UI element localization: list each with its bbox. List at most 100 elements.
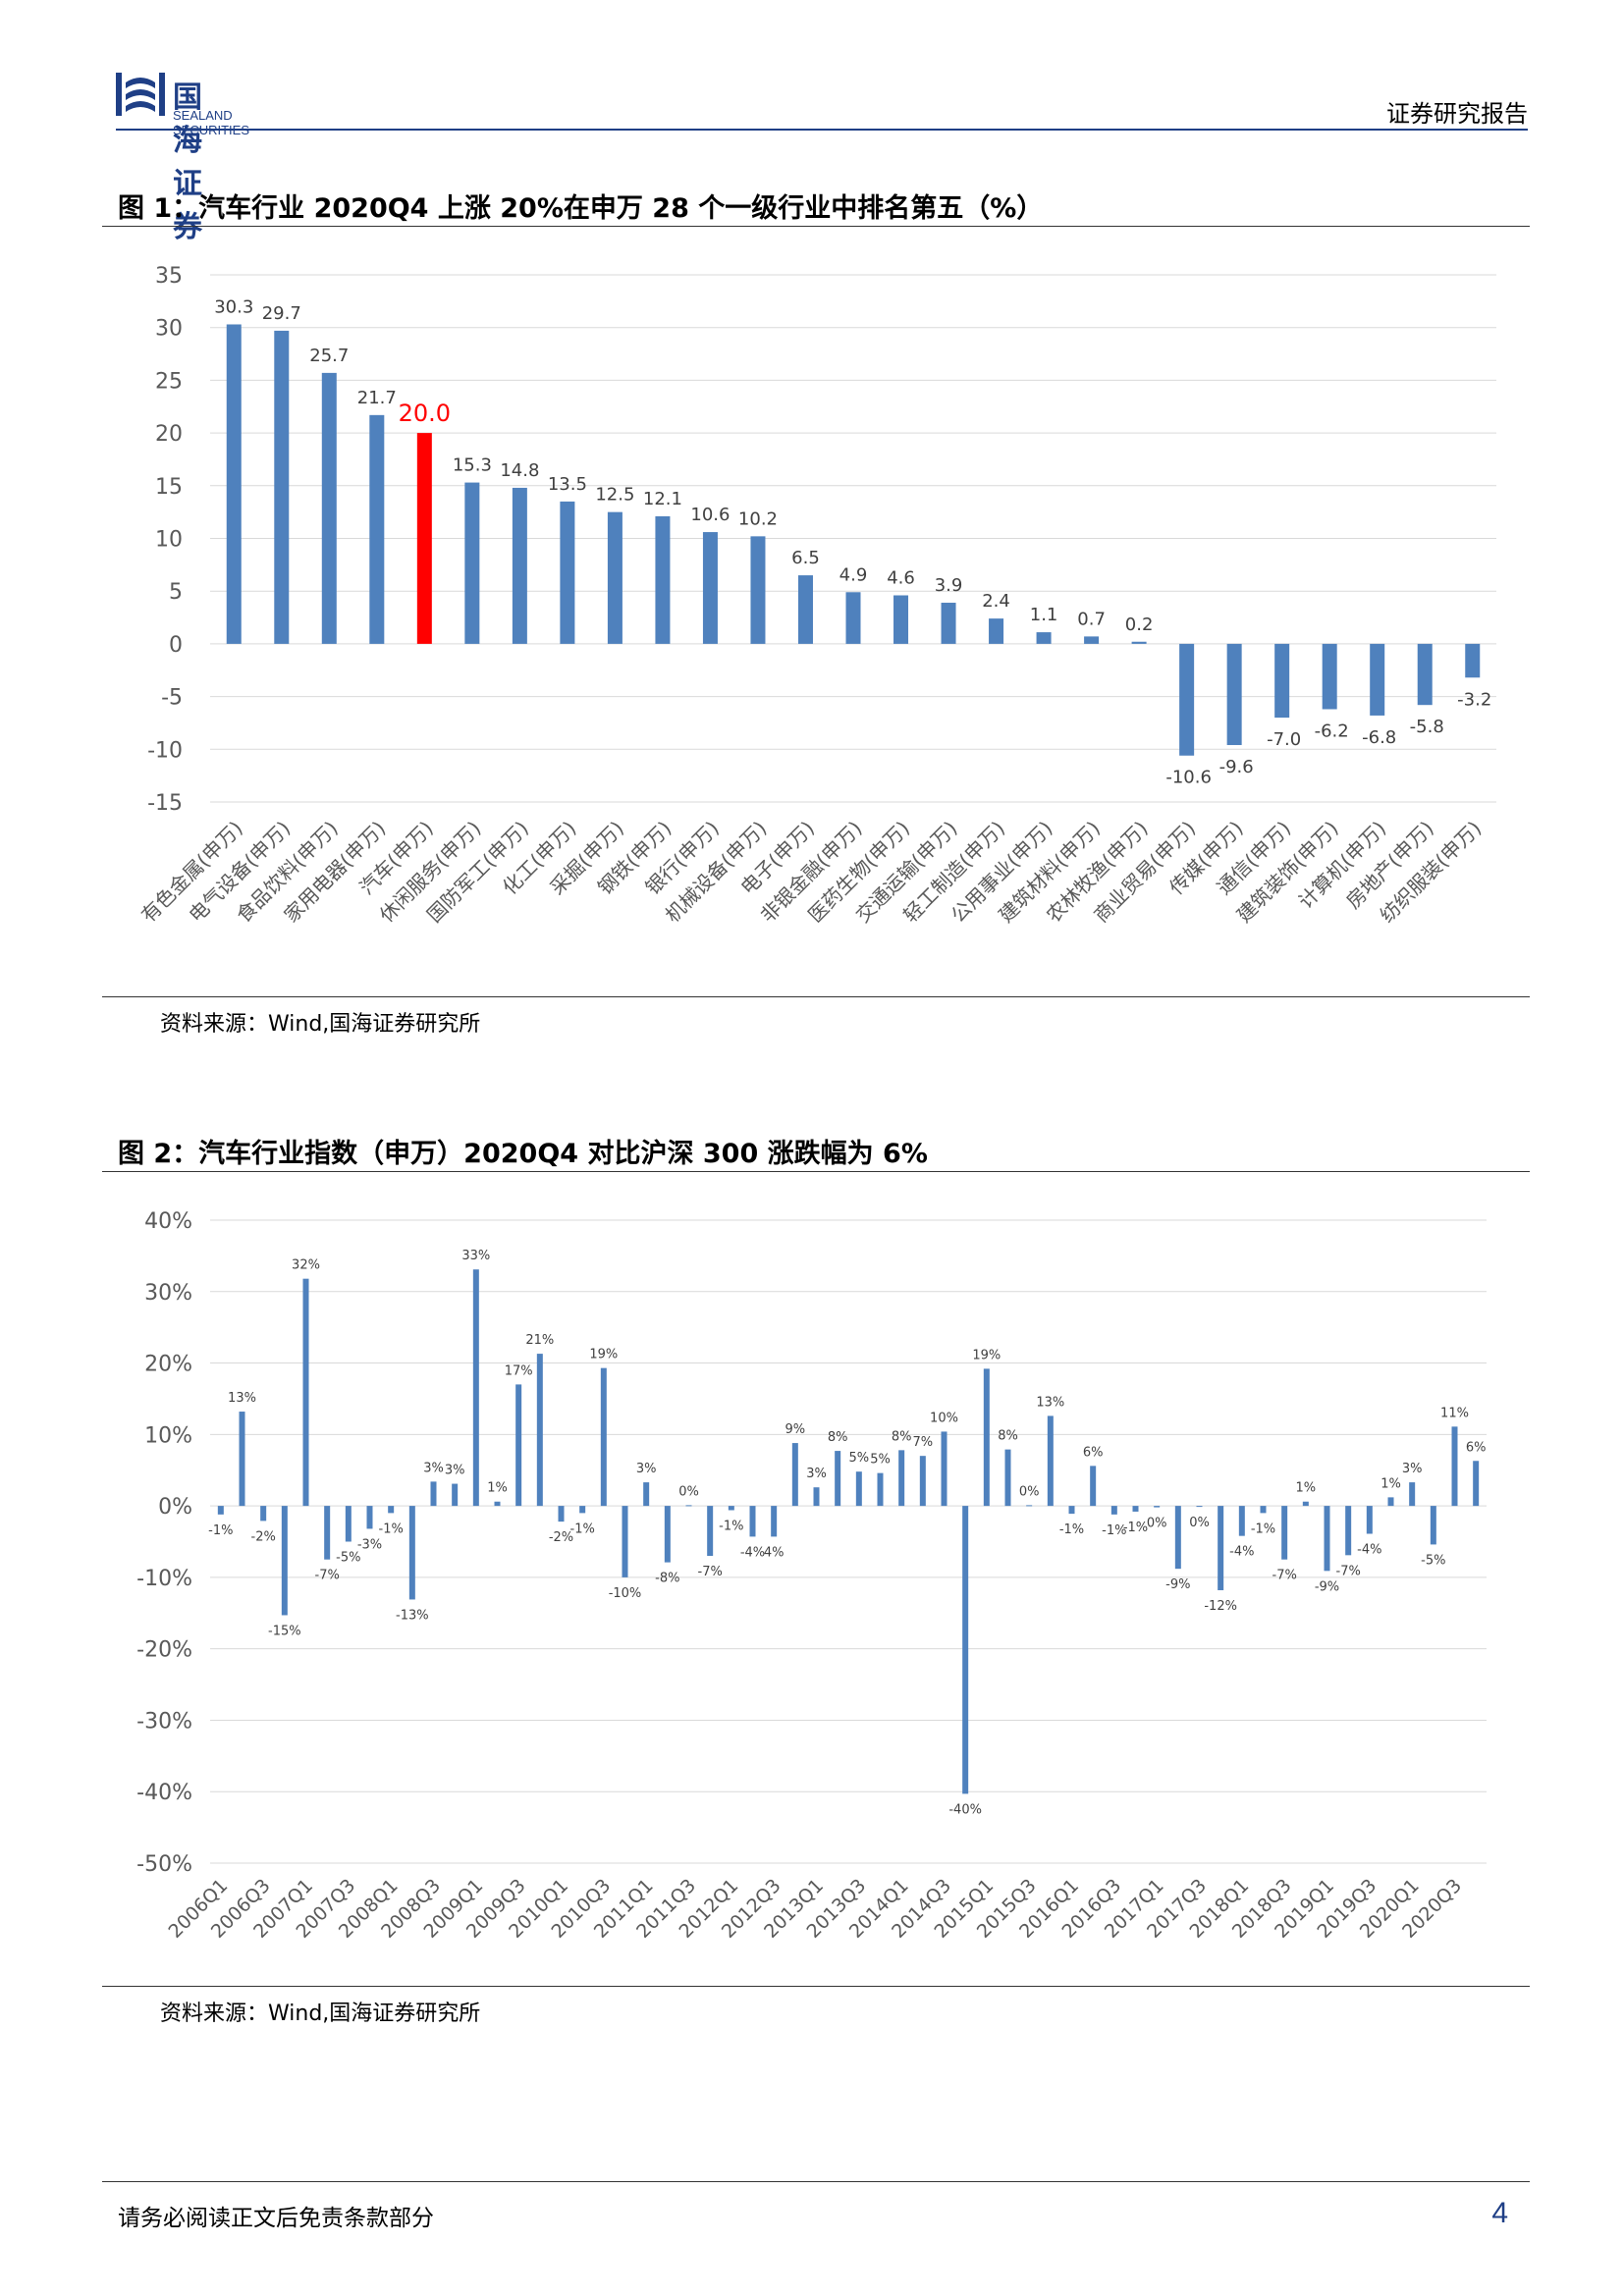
bar — [515, 1384, 522, 1507]
data-label: -1% — [570, 1522, 595, 1536]
bar — [464, 482, 480, 644]
bar — [324, 1506, 331, 1560]
data-label: 1% — [1380, 1476, 1401, 1491]
data-label: -7% — [698, 1565, 723, 1579]
bar — [707, 1506, 714, 1557]
bar — [302, 1278, 309, 1507]
data-label: 11% — [1440, 1406, 1469, 1420]
data-label: 3% — [636, 1462, 657, 1476]
bar — [321, 372, 337, 644]
bar — [655, 515, 671, 644]
bar — [1226, 643, 1242, 746]
y-tick-label: 30% — [144, 1281, 192, 1306]
bar — [1281, 1506, 1288, 1560]
data-label: 3% — [1402, 1462, 1423, 1476]
data-label: -3% — [357, 1537, 382, 1552]
data-label: 4.9 — [839, 564, 868, 585]
data-label: -1% — [1059, 1522, 1084, 1537]
bar — [813, 1487, 820, 1507]
bar — [239, 1412, 245, 1507]
figure1-chart: 35302520151050-5-10-1530.3有色金属(申万)29.7电气… — [136, 264, 1496, 927]
bar — [274, 330, 290, 644]
bar — [1324, 1506, 1330, 1572]
bar — [750, 536, 766, 644]
bar — [702, 532, 718, 644]
bar — [1238, 1506, 1245, 1536]
data-label: 12.1 — [643, 489, 682, 509]
bar — [1366, 1506, 1373, 1534]
y-tick-label: -20% — [136, 1638, 192, 1663]
bar — [1084, 636, 1100, 644]
bar — [260, 1506, 267, 1522]
data-label: -12% — [1204, 1599, 1237, 1614]
bar — [1409, 1482, 1416, 1507]
bar — [408, 1506, 415, 1600]
bar — [941, 603, 956, 644]
data-label: -5% — [336, 1551, 360, 1566]
data-label: -40% — [948, 1802, 982, 1817]
y-tick-label: 20% — [144, 1353, 192, 1377]
data-label: -1% — [719, 1519, 743, 1533]
data-label: 1.1 — [1030, 605, 1058, 625]
data-label: -1% — [1251, 1522, 1275, 1536]
data-label: -6.2 — [1315, 721, 1349, 741]
bar — [1260, 1506, 1267, 1514]
bar — [1430, 1506, 1436, 1545]
bar — [919, 1456, 926, 1507]
logo-text-en: SEALAND SECURITIES — [173, 108, 250, 137]
bar — [452, 1483, 459, 1507]
bar — [1047, 1415, 1054, 1507]
data-label: 10% — [930, 1411, 958, 1425]
bar — [560, 501, 575, 644]
page-number: 4 — [1491, 2197, 1508, 2229]
bar — [281, 1506, 288, 1616]
bar — [1387, 1497, 1394, 1507]
data-label: 30.3 — [214, 296, 253, 317]
y-tick-label: 40% — [144, 1209, 192, 1234]
bar — [369, 414, 385, 644]
bar — [1417, 643, 1433, 706]
data-label: 8% — [828, 1430, 848, 1445]
bar — [600, 1367, 607, 1507]
data-label: 4% — [764, 1545, 785, 1560]
bar — [893, 595, 909, 644]
bar — [835, 1451, 841, 1507]
data-label: 3.9 — [935, 575, 963, 596]
data-label: -7% — [315, 1569, 340, 1583]
sealand-logo: 国海证券 SEALAND SECURITIES — [116, 69, 249, 244]
data-label: -4% — [740, 1545, 765, 1560]
figure2-chart: 40% 30% 20% 10% 0% -10% -20% -30% -40% -50% -1% 13%… — [136, 1209, 1487, 1943]
bar — [962, 1506, 969, 1794]
figure2-title: 图 2：汽车行业指数（申万）2020Q4 对比沪深 300 涨跌幅为 6% — [118, 1139, 928, 1169]
bar — [1090, 1466, 1097, 1507]
data-label: -4% — [1357, 1542, 1381, 1557]
y-tick-label: 10% — [144, 1423, 192, 1448]
bar — [1345, 1506, 1352, 1556]
figure2-top-rule — [102, 1171, 1530, 1172]
bar — [607, 511, 623, 644]
data-label: 5% — [849, 1451, 870, 1466]
data-label: 14.8 — [500, 460, 539, 481]
data-label: 7% — [913, 1435, 934, 1450]
bar — [1473, 1461, 1480, 1507]
bar — [1451, 1426, 1458, 1507]
bar — [941, 1431, 947, 1507]
page-header: 国海证券 SEALAND SECURITIES 证券研究报告 — [116, 69, 1528, 244]
data-label: -1% — [1102, 1523, 1126, 1538]
figure2-bottom-rule — [102, 1986, 1530, 1987]
bar — [1179, 643, 1195, 756]
bar — [983, 1368, 990, 1507]
y-tick-label: 15 — [155, 475, 183, 500]
data-label: 3% — [806, 1467, 827, 1481]
data-label: -9% — [1315, 1579, 1339, 1594]
data-label: 29.7 — [262, 303, 301, 324]
data-label: 12.5 — [595, 485, 634, 506]
data-label: 6.5 — [791, 548, 820, 568]
bar — [797, 575, 813, 644]
bar — [989, 618, 1004, 644]
y-tick-label: 10 — [155, 528, 183, 553]
bar — [664, 1506, 671, 1563]
bar — [494, 1501, 501, 1507]
data-label: 17% — [505, 1363, 533, 1378]
y-tick-label: 30 — [155, 317, 183, 342]
